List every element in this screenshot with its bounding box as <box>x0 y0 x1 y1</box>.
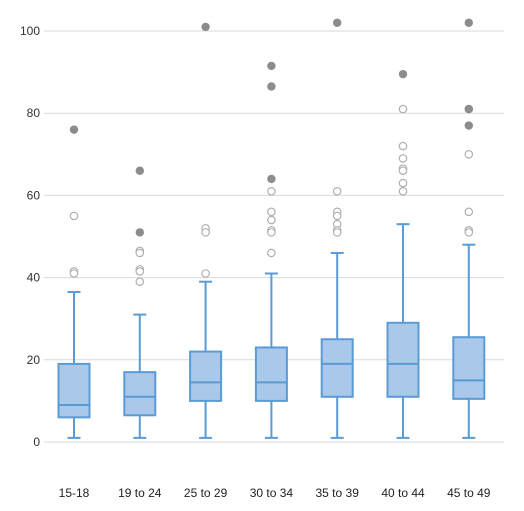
outlier-point-hollow <box>135 277 145 287</box>
outlier-point-hollow <box>464 150 474 159</box>
y-tick-label: 20 <box>27 353 41 367</box>
y-tick-label: 100 <box>20 24 40 38</box>
outlier-point-filled <box>464 121 473 130</box>
outlier-point-hollow <box>135 248 145 258</box>
x-category-label: 35 to 39 <box>316 486 360 500</box>
outlier-point-hollow <box>267 186 276 196</box>
box-iqr <box>189 350 223 402</box>
x-category-label: 19 to 24 <box>118 486 162 500</box>
box-iqr <box>320 338 354 398</box>
x-category-label: 30 to 34 <box>250 486 294 500</box>
x-category-label: 15-18 <box>59 486 90 500</box>
y-tick-label: 0 <box>33 435 40 449</box>
outlier-point-filled <box>267 174 276 184</box>
outlier-point-hollow <box>398 141 408 151</box>
x-category-label: 25 to 29 <box>184 486 228 500</box>
box-iqr <box>386 321 420 398</box>
outlier-point-hollow <box>398 166 408 176</box>
outlier-point-hollow <box>332 186 342 196</box>
outlier-point-hollow <box>398 154 408 163</box>
outlier-point-hollow <box>201 269 210 278</box>
box-iqr <box>57 362 91 419</box>
outlier-point-hollow <box>398 178 408 188</box>
outlier-point-filled <box>464 104 473 114</box>
x-category-label: 45 to 49 <box>447 486 491 500</box>
outlier-point-filled <box>69 125 79 134</box>
outlier-point-filled <box>464 18 473 27</box>
outlier-point-hollow <box>398 104 408 114</box>
box-iqr <box>254 346 288 402</box>
y-tick-label: 60 <box>27 188 41 202</box>
outlier-point-hollow <box>69 269 79 278</box>
outlier-point-hollow <box>464 207 474 217</box>
outlier-point-filled <box>333 18 342 27</box>
outlier-point-filled <box>135 166 145 175</box>
box-iqr <box>452 336 486 400</box>
outlier-point-hollow <box>332 228 342 237</box>
outlier-point-hollow <box>267 207 276 217</box>
x-category-label: 40 to 44 <box>381 486 425 500</box>
outlier-point-hollow <box>332 211 342 221</box>
outlier-point-hollow <box>267 215 276 225</box>
outlier-point-hollow <box>135 267 145 276</box>
outlier-point-hollow <box>464 228 474 237</box>
outlier-point-filled <box>267 61 276 71</box>
outlier-point-hollow <box>69 211 79 221</box>
outlier-point-filled <box>398 69 408 79</box>
outlier-point-hollow <box>267 228 276 237</box>
box-iqr <box>123 371 157 417</box>
y-tick-label: 40 <box>27 271 41 285</box>
outlier-point-filled <box>135 228 145 237</box>
outlier-point-hollow <box>201 228 210 237</box>
y-tick-label: 80 <box>27 106 41 120</box>
outlier-point-hollow <box>398 186 408 196</box>
outlier-point-filled <box>201 22 210 32</box>
outlier-point-filled <box>267 82 276 91</box>
outlier-point-hollow <box>267 248 276 258</box>
